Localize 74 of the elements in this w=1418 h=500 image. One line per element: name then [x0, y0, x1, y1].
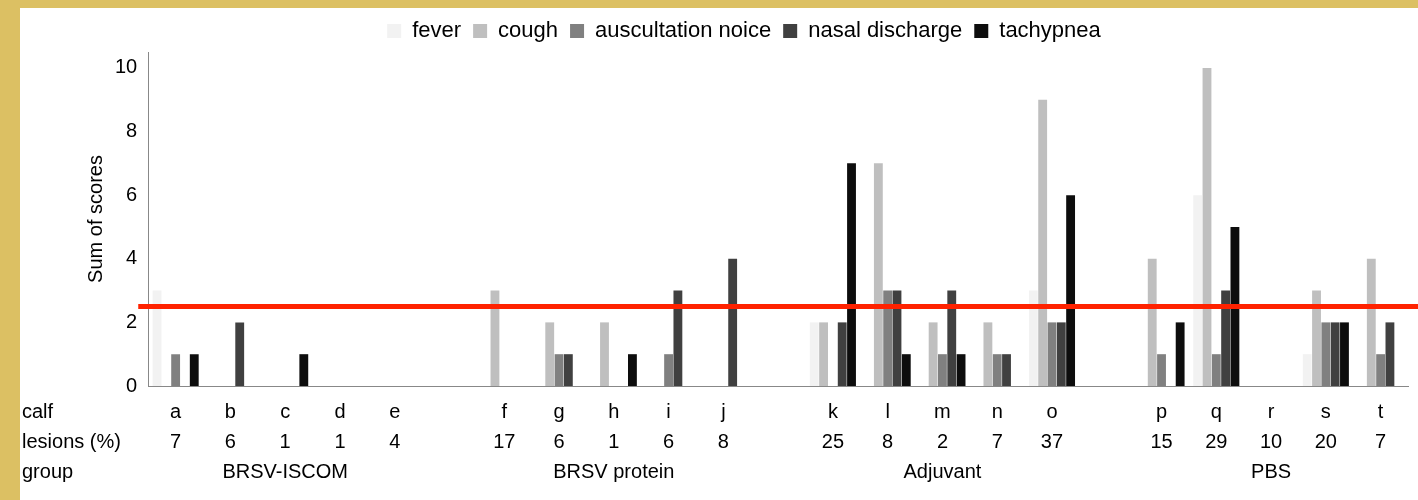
legend-label: tachypnea: [999, 17, 1102, 43]
legend-label: cough: [498, 17, 559, 43]
bar: [873, 163, 883, 386]
text: PBS: [1251, 459, 1292, 482]
bar: [628, 354, 637, 386]
legend-label: fever: [412, 17, 462, 43]
bar: [837, 322, 847, 386]
bar: [1340, 322, 1349, 386]
x-tick-label: n 7: [991, 399, 1003, 452]
bar: [947, 290, 957, 386]
x-tick-label: h 1: [608, 399, 620, 452]
bar: [1230, 226, 1240, 386]
bar: [847, 163, 856, 386]
bar: [1385, 322, 1395, 386]
legend-label: nasal discharge: [808, 17, 963, 43]
x-tick-label: e 4: [389, 399, 401, 452]
bar: [189, 354, 199, 386]
bar: [299, 354, 309, 386]
bar: [235, 322, 245, 386]
bar: [1056, 322, 1066, 386]
bar: [1147, 258, 1157, 386]
bar: [545, 322, 555, 386]
x-tick-label: t 7: [1375, 399, 1387, 452]
y-axis-title: Sum of scores: [83, 155, 106, 283]
bar: [1221, 290, 1231, 386]
x-tick-label: r 10: [1259, 399, 1283, 452]
bar: [1066, 195, 1076, 386]
bar: [600, 322, 609, 386]
text: BRSV protein: [553, 459, 675, 482]
text: calf: [22, 399, 54, 422]
x-tick-label: f 17: [493, 399, 516, 452]
bar: [1312, 290, 1321, 386]
bar: [1302, 354, 1312, 386]
y-tick-label: 6: [126, 182, 138, 205]
x-tick-label: m 2: [934, 399, 951, 452]
x-tick-label: o 37: [1040, 399, 1064, 452]
x-tick-label: q 29: [1205, 399, 1228, 452]
y-tick-label: 2: [126, 309, 138, 332]
bar: [901, 354, 911, 386]
y-tick-label: 10: [115, 55, 138, 78]
x-tick-label: i 6: [663, 399, 675, 452]
x-tick-label: l 8: [882, 399, 894, 452]
bar: [1038, 99, 1048, 386]
bar: [1002, 354, 1011, 386]
x-tick-label: g 6: [553, 399, 565, 452]
bar: [563, 354, 573, 386]
x-tick-label: p 15: [1150, 399, 1173, 452]
x-tick-label: b 6: [224, 399, 236, 452]
bar: [956, 354, 966, 386]
y-tick-label: 8: [126, 119, 138, 142]
bar: [1330, 322, 1340, 386]
bar: [728, 258, 738, 386]
text: BRSV-ISCOM: [222, 459, 348, 482]
x-tick-label: d 1: [334, 399, 346, 452]
x-tick-label: k 25: [821, 399, 845, 452]
x-tick-label: j 8: [717, 399, 729, 452]
bar: [673, 290, 683, 386]
bar: [1175, 322, 1185, 386]
y-tick-label: 4: [126, 246, 138, 269]
bar: [819, 322, 829, 386]
bar: [809, 322, 819, 386]
x-tick-label: a 7: [170, 399, 183, 452]
bar: [1193, 195, 1203, 386]
x-tick-label: s 20: [1314, 399, 1337, 452]
y-tick-label: 0: [126, 373, 138, 396]
bar: [1366, 258, 1376, 386]
bar: [928, 322, 938, 386]
bar: [1028, 290, 1038, 386]
text: lesions (%): [22, 429, 121, 452]
legend-label: auscultation noice: [595, 17, 772, 43]
text: group: [22, 459, 74, 482]
bar: [983, 322, 993, 386]
text: Adjuvant: [903, 459, 982, 482]
x-tick-label: c 1: [279, 399, 291, 452]
